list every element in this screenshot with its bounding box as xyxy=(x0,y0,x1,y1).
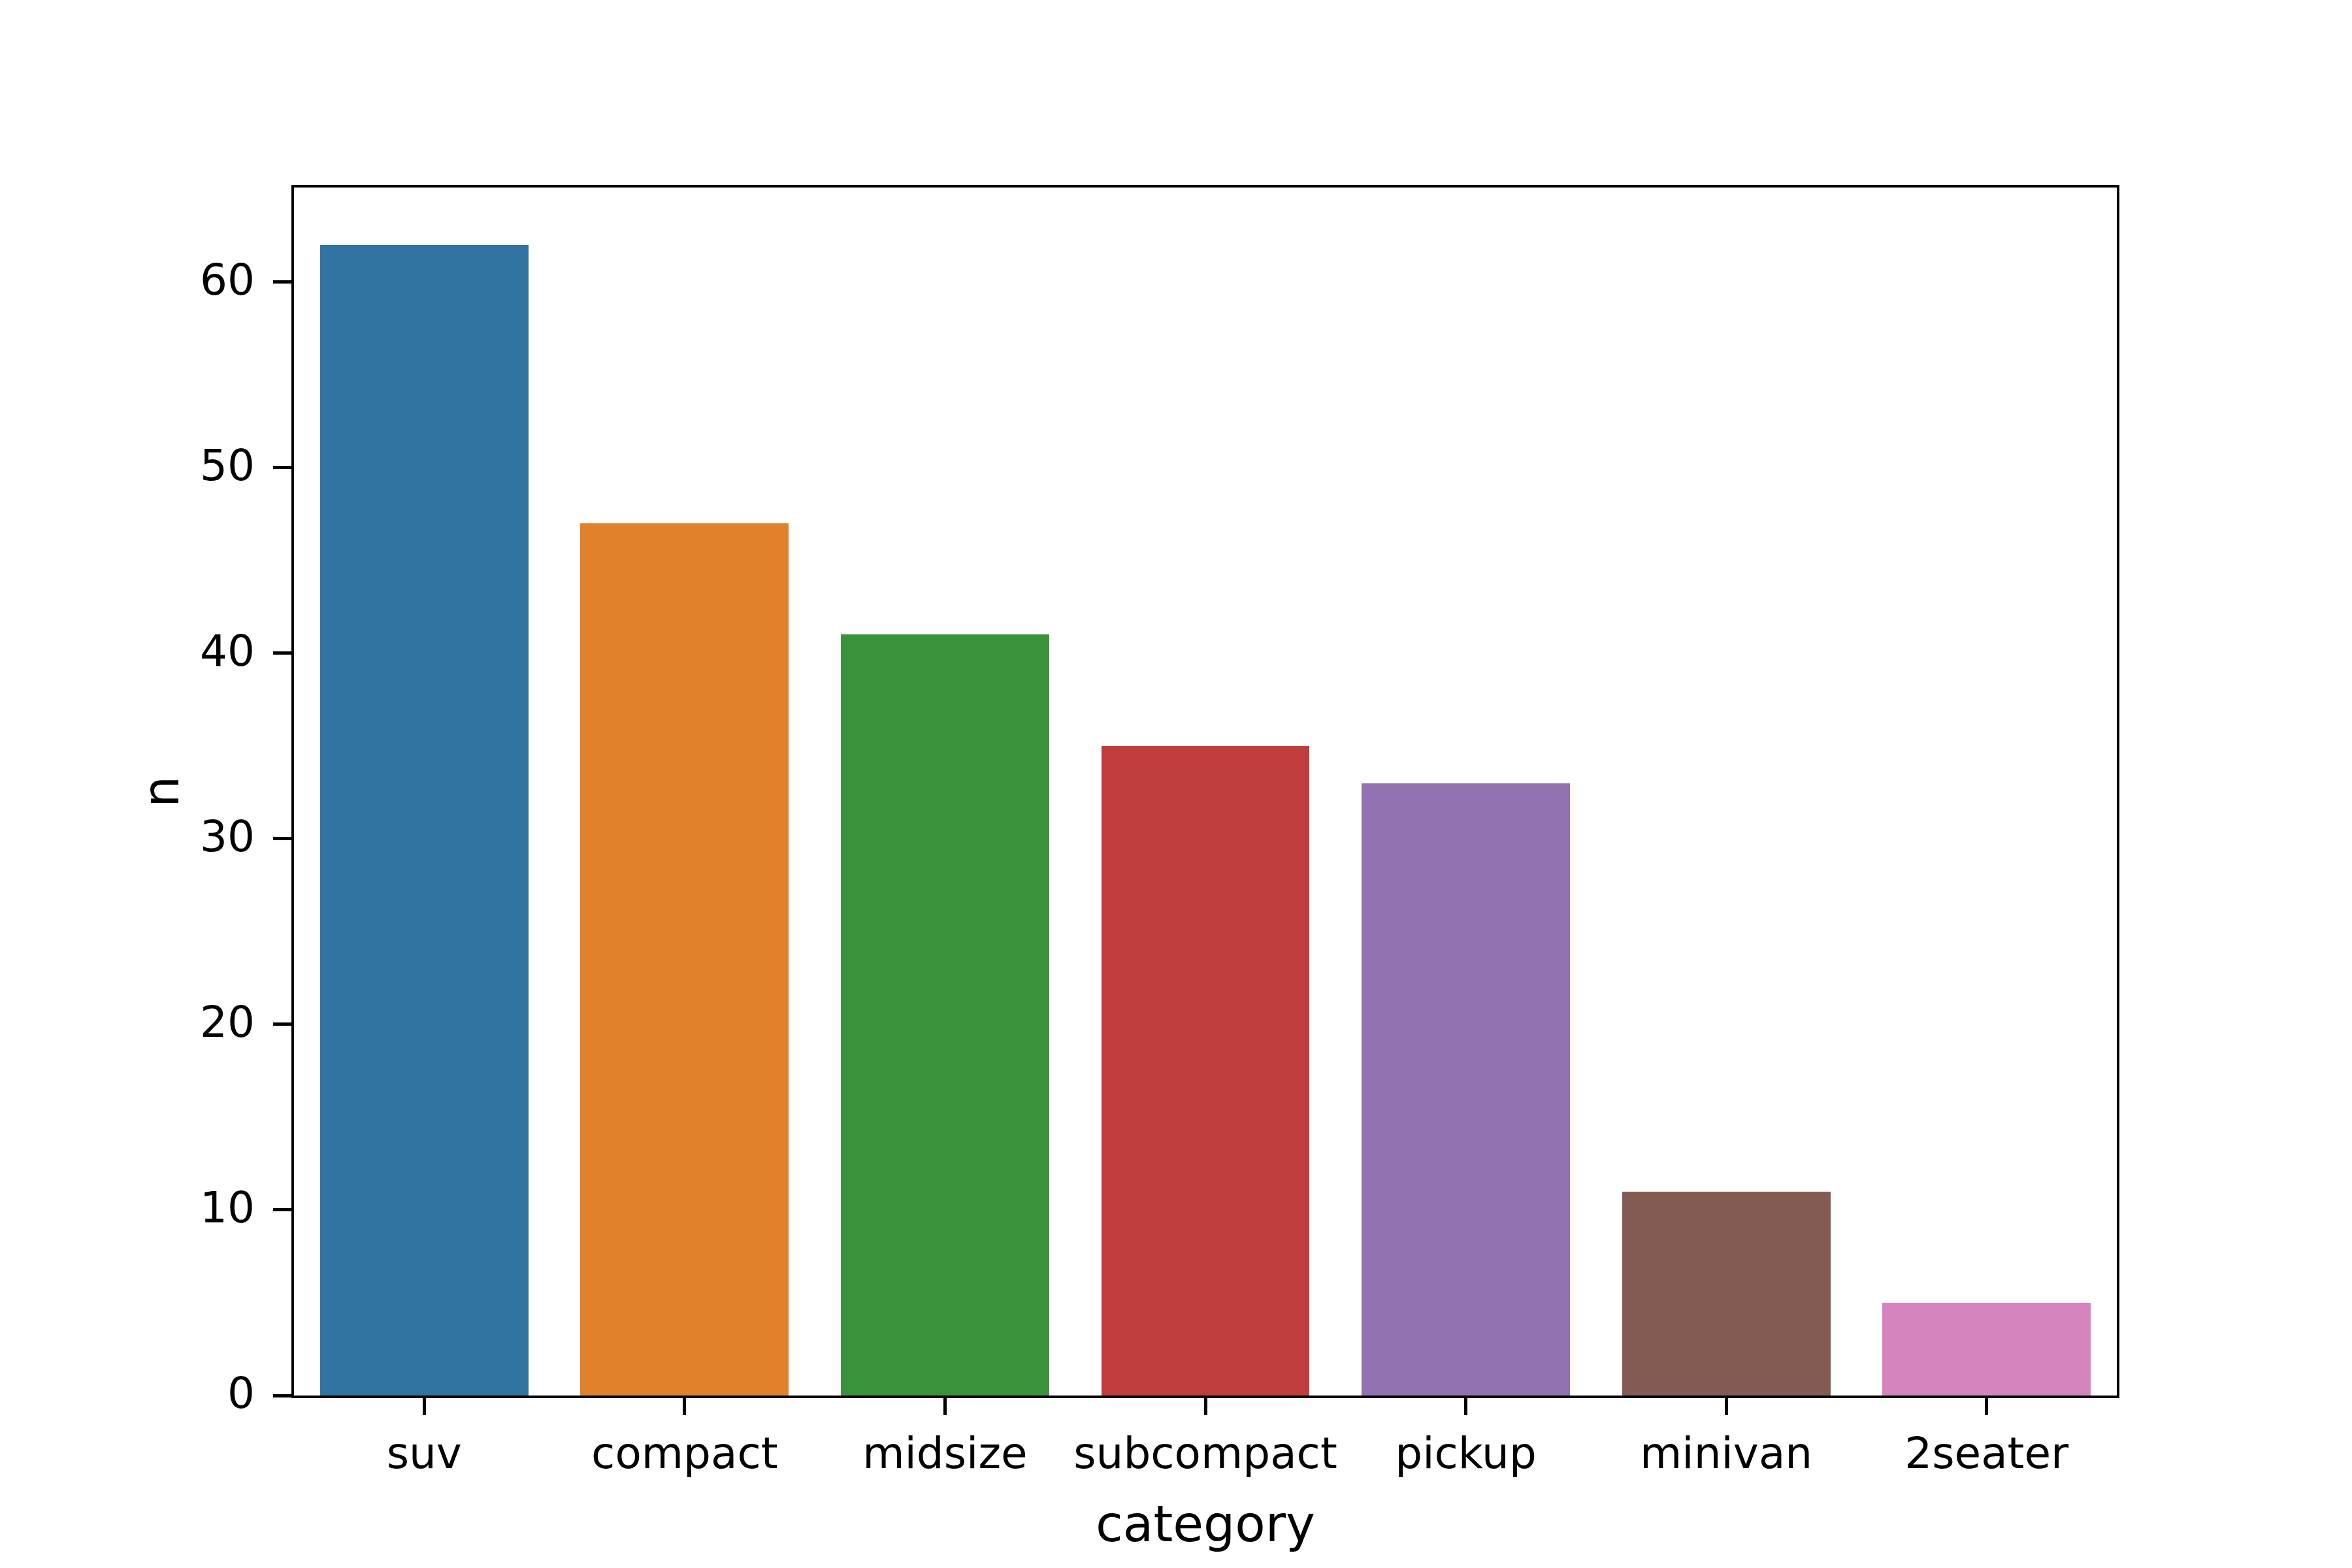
x-tick-mark xyxy=(423,1397,426,1415)
y-tick-mark xyxy=(273,1022,291,1026)
y-tick-label: 0 xyxy=(85,1372,255,1415)
x-tick-mark xyxy=(1985,1397,1988,1415)
y-tick-mark xyxy=(273,837,291,840)
x-tick-label: pickup xyxy=(1395,1432,1536,1475)
y-tick-mark xyxy=(273,1394,291,1397)
x-tick-label: compact xyxy=(591,1432,777,1475)
bar-subcompact xyxy=(1102,746,1310,1396)
x-tick-label: minivan xyxy=(1640,1432,1812,1475)
x-tick-mark xyxy=(1725,1397,1728,1415)
bar-compact xyxy=(580,523,789,1396)
x-tick-mark xyxy=(683,1397,686,1415)
bar-midsize xyxy=(841,634,1049,1396)
x-tick-mark xyxy=(1464,1397,1467,1415)
y-tick-mark xyxy=(273,1208,291,1211)
figure: suv compact midsize subcompact pickup minivan… xyxy=(0,0,2352,1568)
x-tick-label: midsize xyxy=(862,1432,1028,1475)
y-tick-label: 30 xyxy=(85,815,255,858)
x-tick-mark xyxy=(943,1397,947,1415)
x-tick-label: 2seater xyxy=(1904,1432,2068,1475)
y-tick-mark xyxy=(273,466,291,469)
bar-pickup xyxy=(1362,783,1570,1396)
x-axis-label: category xyxy=(1096,1499,1315,1549)
y-tick-label: 60 xyxy=(85,259,255,302)
bar-minivan xyxy=(1622,1192,1831,1396)
bar-suv xyxy=(320,245,529,1396)
x-tick-label: suv xyxy=(387,1432,462,1475)
y-axis-label: n xyxy=(137,776,186,807)
y-tick-label: 50 xyxy=(85,444,255,487)
y-tick-label: 40 xyxy=(85,630,255,673)
bar-2seater xyxy=(1882,1303,2091,1396)
y-tick-mark xyxy=(273,651,291,655)
x-tick-mark xyxy=(1204,1397,1207,1415)
y-tick-mark xyxy=(273,280,291,284)
y-tick-label: 20 xyxy=(85,1001,255,1044)
x-tick-label: subcompact xyxy=(1073,1432,1337,1475)
y-tick-label: 10 xyxy=(85,1186,255,1230)
